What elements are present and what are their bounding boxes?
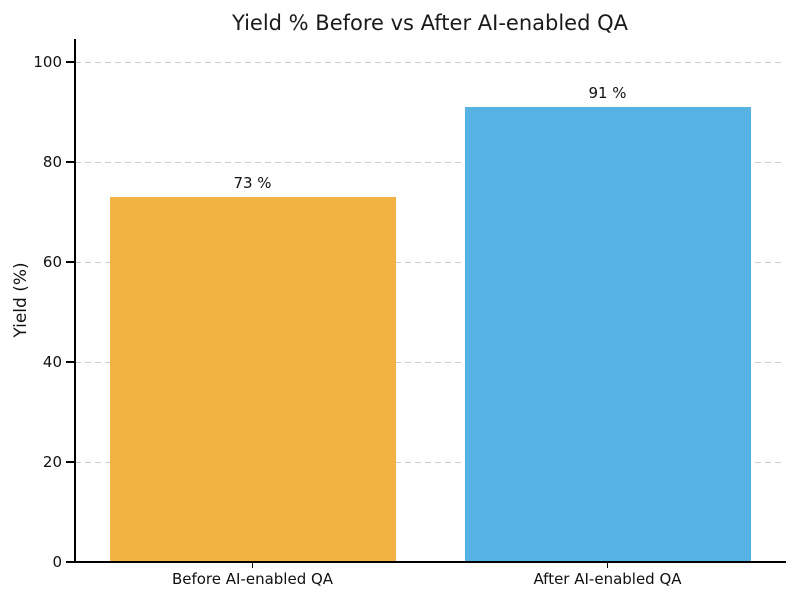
y-tick-mark-100 (66, 61, 75, 63)
y-tick-label-0: 0 (52, 553, 62, 571)
y-tick-label-40: 40 (42, 353, 62, 371)
x-tick-label-after-ai-enabled-qa: After AI-enabled QA (533, 570, 682, 588)
bar-after-ai-enabled-qa (464, 107, 751, 562)
y-tick-label-20: 20 (42, 453, 62, 471)
gridline-y-60 (75, 262, 785, 263)
gridline-y-80 (75, 162, 785, 163)
bar-value-label-after-ai-enabled-qa: 91 % (588, 84, 627, 102)
y-tick-label-80: 80 (42, 153, 62, 171)
bar-value-label-before-ai-enabled-qa: 73 % (233, 174, 272, 192)
y-axis-spine (74, 39, 76, 563)
y-tick-mark-80 (66, 161, 75, 163)
y-tick-mark-20 (66, 461, 75, 463)
y-tick-mark-0 (66, 561, 75, 563)
y-tick-label-100: 100 (33, 53, 62, 71)
gridline-y-40 (75, 362, 785, 363)
bar-before-ai-enabled-qa (109, 197, 396, 562)
y-tick-label-60: 60 (42, 253, 62, 271)
y-axis-label: Yield (%) (11, 262, 31, 338)
chart-title: Yield % Before vs After AI-enabled QA (231, 11, 628, 35)
gridline-y-100 (75, 62, 785, 63)
x-tick-mark-before-ai-enabled-qa (251, 563, 254, 568)
x-tick-label-before-ai-enabled-qa: Before AI-enabled QA (171, 570, 334, 588)
y-tick-mark-40 (66, 361, 75, 363)
gridline-y-20 (75, 462, 785, 463)
plot-area (75, 39, 785, 562)
y-tick-mark-60 (66, 261, 75, 263)
x-tick-mark-after-ai-enabled-qa (606, 563, 609, 568)
x-axis-spine (74, 561, 786, 563)
